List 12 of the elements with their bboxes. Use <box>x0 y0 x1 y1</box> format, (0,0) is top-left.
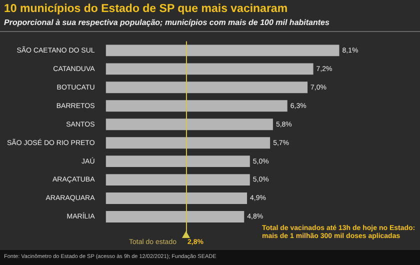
bar <box>106 44 340 56</box>
chart-title: 10 municípios do Estado de SP que mais vacinaram <box>4 3 288 15</box>
bar <box>106 137 270 149</box>
bar <box>106 156 250 168</box>
bar <box>106 118 273 130</box>
bar <box>106 211 244 222</box>
bar <box>106 100 288 112</box>
bar <box>106 174 250 186</box>
bar <box>106 192 248 204</box>
bar <box>106 63 314 75</box>
chart-subtitle: Proporcional à sua respectiva população; municípios com mais de 100 mil habitantes <box>4 18 330 27</box>
bar <box>106 82 308 94</box>
